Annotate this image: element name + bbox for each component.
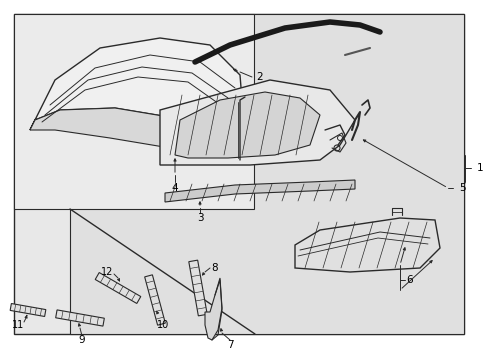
Polygon shape [204, 278, 222, 340]
Polygon shape [188, 260, 207, 316]
Text: 3: 3 [196, 213, 203, 223]
Text: 8: 8 [211, 263, 218, 273]
Polygon shape [164, 180, 354, 202]
Polygon shape [144, 275, 165, 325]
Bar [70, 14, 463, 334]
Polygon shape [10, 303, 46, 316]
Text: 11: 11 [12, 320, 24, 330]
Text: 5: 5 [458, 183, 465, 193]
Text: 2: 2 [256, 72, 263, 82]
Text: 12: 12 [101, 267, 113, 277]
Text: 7: 7 [226, 340, 233, 350]
Polygon shape [160, 80, 354, 165]
Polygon shape [294, 218, 439, 272]
Text: 4: 4 [171, 183, 178, 193]
Polygon shape [175, 92, 319, 158]
Text: 10: 10 [157, 320, 169, 330]
Polygon shape [95, 273, 141, 303]
Bar [14, 14, 253, 209]
Polygon shape [56, 310, 104, 326]
Bar [14, 14, 463, 334]
Text: 1: 1 [476, 163, 482, 173]
Polygon shape [30, 100, 242, 148]
Text: 9: 9 [79, 335, 85, 345]
Text: 6: 6 [406, 275, 412, 285]
Polygon shape [30, 38, 242, 130]
